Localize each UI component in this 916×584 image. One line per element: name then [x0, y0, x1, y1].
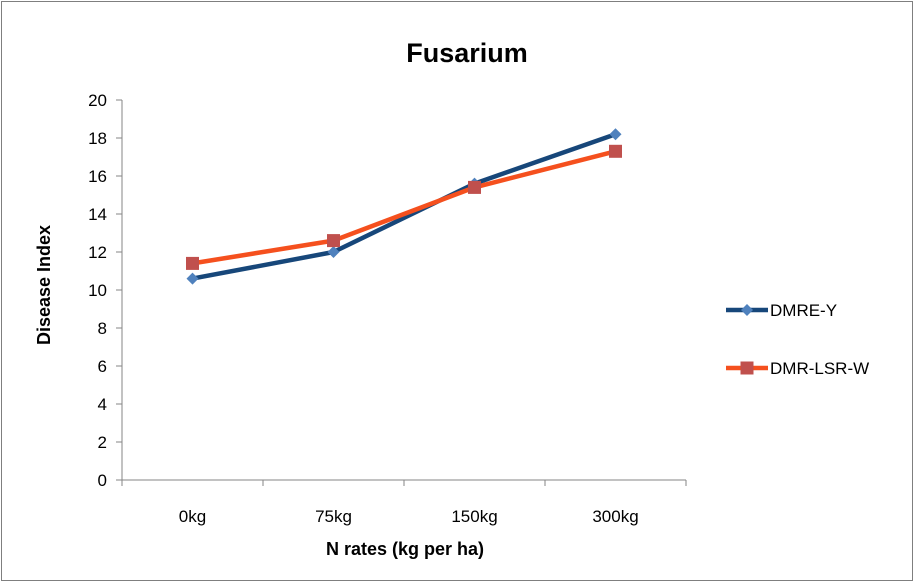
y-tick-label: 6 [98, 357, 107, 376]
data-point [609, 144, 622, 158]
legend-item-2: DMR-LSR-W [726, 359, 869, 378]
x-tick-label: 300kg [592, 507, 638, 526]
legend-marker [741, 304, 753, 316]
y-tick-label: 4 [98, 395, 107, 414]
data-point [186, 272, 199, 285]
x-tick-label: 75kg [315, 507, 352, 526]
series-group [186, 128, 622, 285]
y-tick-label: 10 [88, 281, 107, 300]
legend-label: DMR-LSR-W [770, 359, 869, 378]
series-line [190, 131, 618, 281]
series-1 [186, 128, 622, 285]
y-tick-label: 16 [88, 167, 107, 186]
x-axis-title: N rates (kg per ha) [326, 539, 484, 559]
data-point [186, 256, 199, 270]
data-point [609, 128, 622, 141]
x-tick-label: 0kg [179, 507, 206, 526]
y-tick-label: 12 [88, 243, 107, 262]
x-tick-label: 150kg [451, 507, 497, 526]
y-tick-label: 0 [98, 471, 107, 490]
y-tick-label: 18 [88, 129, 107, 148]
legend-label: DMRE-Y [770, 301, 837, 320]
legend-item-1: DMRE-Y [726, 301, 837, 320]
data-point [327, 246, 340, 258]
series-2 [186, 144, 622, 270]
axes: 0 2 4 6 8 10 12 14 16 18 20 0kg 75kg 150kg 300kg [88, 91, 687, 526]
data-point [468, 180, 481, 194]
series-line [190, 149, 618, 266]
y-tick-label: 8 [98, 319, 107, 338]
data-point [327, 234, 340, 248]
y-axis-title: Disease Index [34, 225, 54, 345]
y-tick-label: 14 [88, 205, 107, 224]
legend-marker [740, 361, 754, 375]
y-tick-label: 2 [98, 433, 107, 452]
y-tick-label: 20 [88, 91, 107, 110]
chart-title: Fusarium [406, 38, 528, 68]
legend: DMRE-Y DMR-LSR-W [726, 301, 869, 378]
